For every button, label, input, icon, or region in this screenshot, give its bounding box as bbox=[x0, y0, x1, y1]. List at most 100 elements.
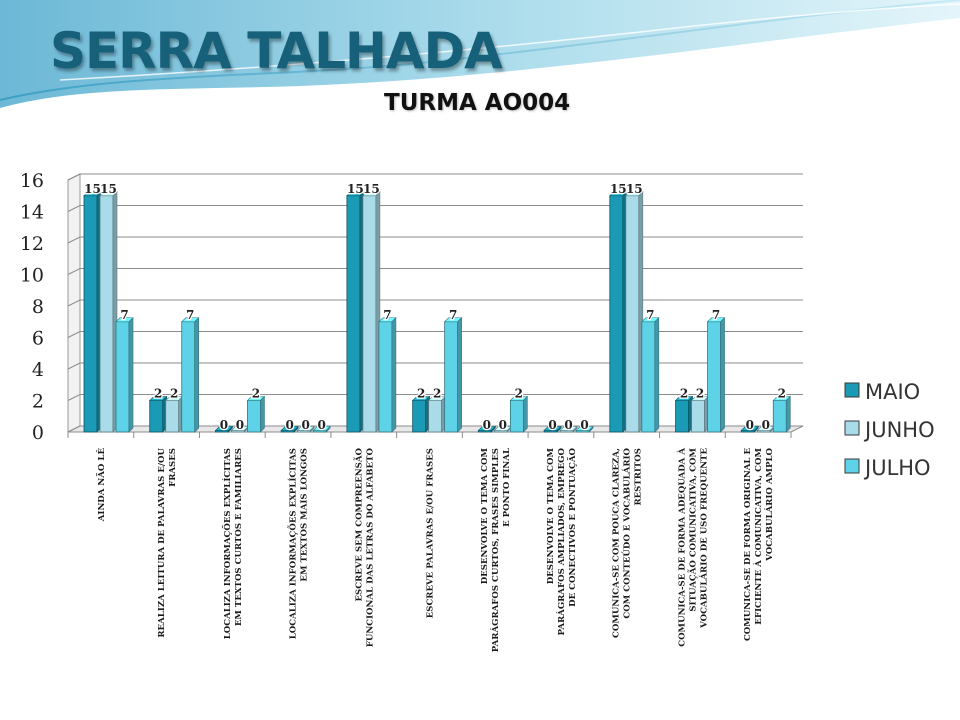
data-label: 2 bbox=[154, 387, 162, 401]
data-label: 2 bbox=[252, 387, 260, 401]
data-label: 15 bbox=[610, 182, 627, 196]
gridline bbox=[67, 362, 803, 370]
data-label: 2 bbox=[778, 387, 786, 401]
bar-side-face bbox=[556, 425, 562, 433]
data-label: 15 bbox=[363, 182, 380, 196]
bar-side-face bbox=[128, 317, 134, 433]
y-tick-label: 14 bbox=[20, 202, 44, 224]
x-category-label: ESCREVE PALAVRAS E/OU FRASES bbox=[426, 448, 436, 618]
data-label: 7 bbox=[383, 308, 391, 322]
x-category-label: COMUNICA-SE DE FORMA ORIGINAL EEFICIENTE… bbox=[743, 447, 775, 641]
bar-julho bbox=[181, 321, 196, 433]
y-tick-label: 8 bbox=[32, 296, 44, 318]
bar-side-face bbox=[588, 425, 594, 433]
y-tick-label: 12 bbox=[20, 233, 44, 255]
bar-side-face bbox=[325, 425, 331, 433]
bar-julho bbox=[772, 400, 787, 433]
x-category-label: ESCREVE SEM COMPREENSÃOFUNCIONAL DAS LET… bbox=[352, 448, 375, 648]
data-label: 2 bbox=[433, 387, 441, 401]
x-category-label: DESENVOLVE O TEMA COMPARÁGRAFOS AMPLIADO… bbox=[546, 447, 578, 635]
bar-side-face bbox=[523, 395, 528, 433]
bar-side-face bbox=[785, 395, 791, 433]
bar-side-face bbox=[491, 425, 496, 433]
data-label: 15 bbox=[100, 182, 117, 196]
bar-side-face bbox=[260, 395, 265, 433]
y-tick-label: 2 bbox=[32, 391, 44, 413]
bar-maio bbox=[149, 400, 164, 433]
data-label: 7 bbox=[712, 308, 720, 322]
bar-julho bbox=[509, 400, 524, 433]
data-label: 15 bbox=[347, 182, 364, 196]
bar-side-face bbox=[293, 425, 299, 433]
bar-junho bbox=[362, 195, 377, 433]
bar-maio bbox=[609, 195, 624, 433]
data-label: 2 bbox=[417, 387, 425, 401]
bar-junho bbox=[165, 400, 180, 433]
bar-maio bbox=[346, 195, 361, 433]
data-label: 7 bbox=[120, 308, 128, 322]
y-tick-label: 10 bbox=[20, 265, 44, 287]
gridline bbox=[67, 299, 803, 307]
data-label: 0 bbox=[220, 418, 228, 432]
data-label: 0 bbox=[746, 418, 754, 432]
bar-side-face bbox=[654, 317, 660, 433]
bar-side-face bbox=[309, 425, 315, 433]
bar-side-face bbox=[228, 425, 233, 433]
legend-swatch bbox=[844, 420, 860, 436]
bar-julho bbox=[641, 321, 656, 433]
data-label: 0 bbox=[236, 418, 244, 432]
x-category-label: REALIZA LEITURA DE PALAVRAS E/OUFRASES bbox=[157, 448, 178, 638]
bar-side-face bbox=[194, 317, 200, 433]
bar-junho bbox=[99, 195, 114, 433]
bar-julho bbox=[115, 321, 130, 433]
data-label: 2 bbox=[680, 387, 688, 401]
data-label: 15 bbox=[84, 182, 101, 196]
bar-side-face bbox=[457, 317, 462, 433]
data-label: 2 bbox=[515, 387, 523, 401]
bar-side-face bbox=[753, 425, 759, 433]
legend-swatch bbox=[844, 458, 860, 474]
x-category-label: LOCALIZA INFORMAÇÕES EXPLÍCITASEM TEXTOS… bbox=[221, 448, 244, 639]
legend-label: JULHO bbox=[863, 456, 931, 480]
data-label: 0 bbox=[580, 418, 588, 432]
x-category-label: DESENVOLVE O TEMA COMPARÁGRAFOS CURTOS, … bbox=[480, 448, 512, 653]
data-label: 0 bbox=[564, 418, 572, 432]
legend-label: JUNHO bbox=[863, 418, 935, 442]
bar-side-face bbox=[391, 317, 397, 433]
data-label: 7 bbox=[646, 308, 654, 322]
bar-julho bbox=[707, 321, 721, 433]
bar-maio bbox=[675, 400, 689, 433]
x-category-label: COMUNICA-SE DE FORMA ADEQUADA ÀSITUAÇÃO … bbox=[675, 448, 709, 647]
data-label: 0 bbox=[548, 418, 556, 432]
x-category-label: COMUNICA-SE COM POUCA CLAREZA,COM CONTEÚ… bbox=[612, 447, 644, 637]
data-label: 7 bbox=[186, 308, 194, 322]
gridline bbox=[67, 394, 803, 401]
gridline bbox=[67, 236, 803, 244]
page-title: SERRA TALHADA bbox=[50, 22, 503, 80]
gridline bbox=[67, 173, 803, 181]
bar-side-face bbox=[572, 425, 578, 433]
gridline bbox=[67, 331, 803, 338]
data-label: 0 bbox=[302, 418, 310, 432]
data-label: 0 bbox=[286, 418, 294, 432]
gridline bbox=[67, 205, 803, 212]
data-label: 0 bbox=[762, 418, 770, 432]
data-label: 0 bbox=[318, 418, 326, 432]
bar-julho bbox=[378, 321, 393, 433]
bar-maio bbox=[83, 195, 98, 433]
y-tick-label: 0 bbox=[32, 422, 44, 444]
y-tick-label: 4 bbox=[32, 359, 44, 381]
data-label: 2 bbox=[696, 387, 704, 401]
x-category-label: LOCALIZA INFORMAÇÕES EXPLÍCITASEM TEXTOS… bbox=[287, 448, 310, 639]
bar-junho bbox=[428, 400, 443, 433]
bar-side-face bbox=[720, 317, 725, 433]
y-tick-label: 6 bbox=[32, 328, 44, 350]
legend-label: MAIO bbox=[865, 380, 920, 404]
data-label: 2 bbox=[170, 387, 178, 401]
data-label: 15 bbox=[626, 182, 643, 196]
gridline bbox=[67, 268, 803, 275]
bar-julho bbox=[444, 321, 459, 433]
bar-junho bbox=[625, 195, 640, 433]
